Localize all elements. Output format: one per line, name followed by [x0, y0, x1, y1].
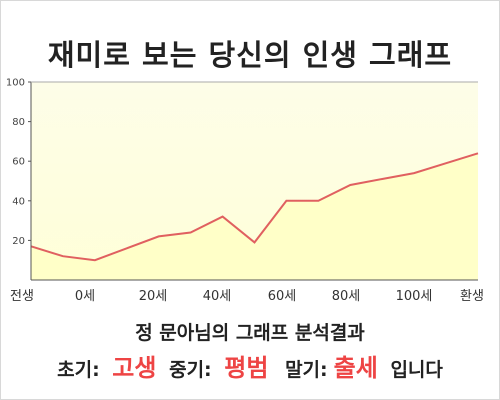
- y-tick-label: 20: [12, 236, 25, 247]
- area-fill: [31, 153, 478, 280]
- x-tick-label: 80세: [332, 289, 361, 304]
- x-tick-label: 60세: [268, 289, 297, 304]
- chart-title: 재미로 보는 당신의 인생 그래프: [47, 38, 453, 72]
- x-tick-label: 100세: [396, 289, 433, 304]
- series-line: [30, 152, 479, 262]
- early-value: 고생: [112, 354, 157, 382]
- mid-label: 중기:: [169, 359, 212, 381]
- y-tick-label: 100: [6, 78, 25, 89]
- y-tick-label: 80: [12, 117, 25, 128]
- x-tick-label: 0세: [75, 289, 95, 304]
- y-tick-label: 40: [12, 196, 25, 207]
- x-tick-label: 전생: [10, 289, 34, 304]
- analysis-heading: 정 문아님의 그래프 분석결과: [135, 322, 365, 344]
- mid-value: 평범: [224, 354, 269, 382]
- x-tick-label: 환생: [460, 289, 484, 304]
- x-tick-label: 20세: [139, 289, 168, 304]
- late-value: 출세: [333, 354, 378, 382]
- late-label: 말기:: [285, 359, 328, 381]
- early-label: 초기:: [57, 359, 100, 381]
- y-tick-label: 60: [12, 157, 25, 168]
- summary-suffix: 입니다: [390, 359, 443, 381]
- analysis-summary: 초기: 고생 중기: 평범 말기: 출세 입니다: [0, 348, 500, 383]
- x-tick-label: 40세: [203, 289, 232, 304]
- life-graph-chart: 20 40 60 80 100 전생 0세 20세 40세 60세 80세 100세 환생: [6, 78, 484, 305]
